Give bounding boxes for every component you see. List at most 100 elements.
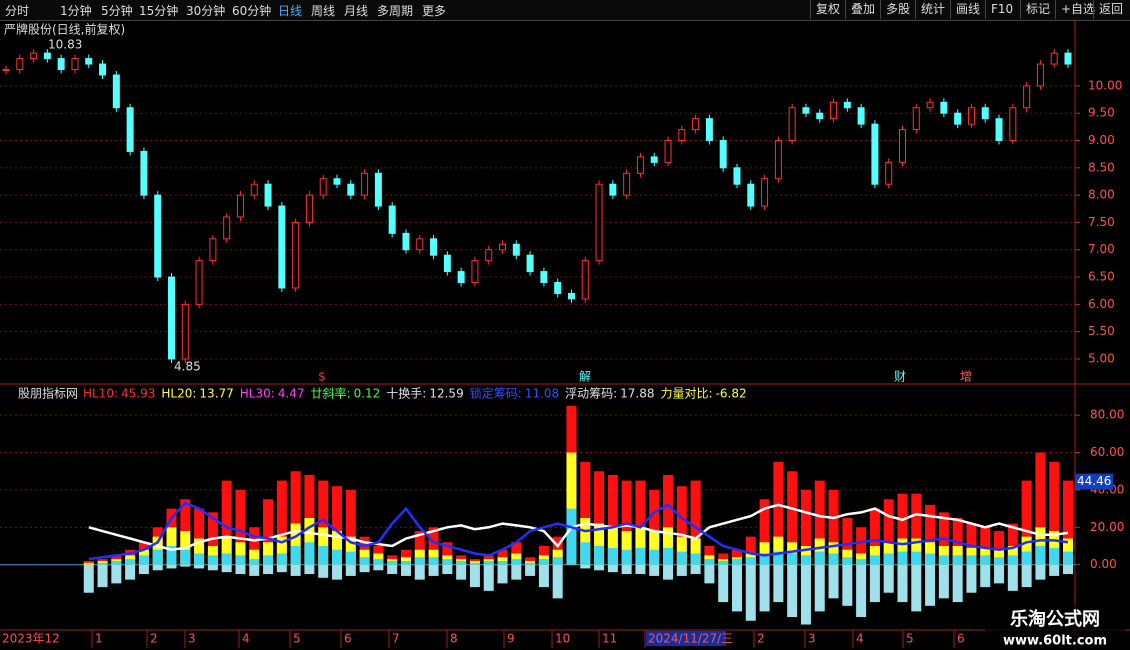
indicator-bar bbox=[635, 480, 646, 565]
indicator-bar bbox=[414, 531, 425, 565]
x-tick-label: 5 bbox=[906, 632, 914, 646]
candle bbox=[1023, 85, 1031, 109]
indicator-bar bbox=[800, 555, 811, 565]
indicator-bar bbox=[759, 553, 770, 565]
indicator-bar bbox=[980, 564, 991, 588]
indicator-bar bbox=[911, 551, 922, 565]
toolbar-button[interactable]: 多股 bbox=[880, 0, 915, 19]
x-tick-label: 6 bbox=[344, 632, 352, 646]
candle bbox=[554, 282, 562, 294]
chart-title: 严牌股份(日线,前复权) bbox=[4, 22, 125, 37]
candle bbox=[457, 271, 465, 284]
indicator-bar bbox=[911, 493, 922, 565]
toolbar-button[interactable]: 周线 bbox=[311, 4, 336, 18]
candle bbox=[1036, 63, 1044, 87]
x-tick-label: 3 bbox=[188, 632, 196, 646]
toolbar-button[interactable]: 叠加 bbox=[845, 0, 880, 19]
candle bbox=[2, 69, 10, 72]
toolbar-button[interactable]: 月线 bbox=[344, 4, 369, 18]
toolbar-button[interactable]: 30分钟 bbox=[186, 4, 226, 18]
indicator-bar bbox=[635, 547, 646, 565]
readout-name: HL10: bbox=[83, 387, 118, 401]
candle bbox=[830, 101, 838, 120]
candle bbox=[871, 123, 879, 185]
x-tick-label: 2023年12 bbox=[2, 632, 60, 646]
candle bbox=[912, 107, 920, 131]
indicator-bar bbox=[883, 564, 894, 593]
indicator-bar bbox=[428, 527, 439, 565]
indicator-bar bbox=[1063, 480, 1073, 565]
indicator-bar bbox=[318, 564, 329, 578]
indicator-bar bbox=[194, 564, 205, 569]
indicator-bar bbox=[249, 549, 260, 565]
chart-area: 严牌股份(日线,前复权) 5.00 5.50 6.00 6.50 7.00 7.50 8.00… bbox=[0, 20, 1130, 650]
toolbar-button[interactable]: 1分钟 bbox=[60, 4, 92, 18]
candle bbox=[595, 183, 603, 262]
readout-name: 力量对比: bbox=[661, 387, 713, 401]
indicator-bar bbox=[566, 508, 577, 565]
toolbar-button[interactable]: 5分钟 bbox=[101, 4, 133, 18]
indicator-bar bbox=[428, 557, 439, 565]
indicator-bar bbox=[373, 559, 384, 565]
indicator-bar bbox=[580, 461, 591, 565]
indicator-bar bbox=[304, 564, 315, 575]
indicator-bar bbox=[207, 564, 218, 571]
indicator-bar bbox=[387, 560, 398, 565]
indicator-bar bbox=[994, 557, 1005, 565]
y-tick-label: 7.00 bbox=[1088, 242, 1115, 256]
indicator-bar bbox=[773, 536, 784, 565]
indicator-bar bbox=[663, 474, 674, 565]
indicator-bar bbox=[718, 564, 729, 603]
indicator-bar bbox=[897, 493, 908, 565]
indicator-bar bbox=[276, 564, 287, 573]
indicator-bar bbox=[594, 471, 605, 565]
toolbar-button[interactable]: 复权 bbox=[810, 0, 845, 19]
indicator-bar bbox=[773, 461, 784, 565]
indicator-bar bbox=[787, 564, 798, 618]
candle bbox=[499, 243, 507, 251]
indicator-bar bbox=[1007, 523, 1018, 565]
toolbar-button[interactable]: 多周期 bbox=[377, 4, 414, 18]
candle bbox=[995, 118, 1003, 142]
indicator-bar bbox=[332, 564, 343, 580]
indicator-bar bbox=[552, 557, 563, 565]
candle bbox=[347, 183, 355, 196]
indicator-bar bbox=[414, 557, 425, 565]
toolbar-button[interactable]: 画线 bbox=[950, 0, 985, 19]
indicator-bar bbox=[897, 551, 908, 565]
readout-value: -6.82 bbox=[716, 387, 747, 401]
toolbar-button[interactable]: 15分钟 bbox=[139, 4, 179, 18]
indicator-bar bbox=[304, 517, 315, 565]
toolbar-button[interactable]: 返回 bbox=[1093, 0, 1128, 19]
indicator-bar bbox=[138, 564, 149, 575]
indicator-bar bbox=[166, 564, 177, 569]
indicator-bar bbox=[842, 564, 853, 606]
toolbar-button[interactable]: 更多 bbox=[422, 4, 447, 18]
indicator-bar bbox=[552, 564, 563, 599]
indicator-bar bbox=[263, 499, 274, 565]
indicator-bar bbox=[235, 542, 246, 565]
indicator-bar bbox=[1049, 564, 1060, 576]
indicator-bar bbox=[869, 508, 880, 565]
toolbar-button[interactable]: 60分钟 bbox=[232, 4, 272, 18]
candle bbox=[154, 194, 162, 278]
toolbar-button[interactable]: 分时 bbox=[5, 4, 30, 18]
toolbar-button[interactable]: +自选 bbox=[1055, 0, 1100, 19]
toolbar-button[interactable]: F10 bbox=[985, 0, 1018, 19]
indicator-bar bbox=[332, 531, 343, 565]
indicator-bar bbox=[621, 549, 632, 565]
indicator-bar bbox=[1007, 564, 1018, 591]
indicator-bar bbox=[1063, 551, 1073, 565]
indicator-bar bbox=[745, 536, 756, 565]
toolbar-button[interactable]: 统计 bbox=[915, 0, 950, 19]
indicator-bar bbox=[621, 564, 632, 575]
indicator-bar bbox=[594, 546, 605, 565]
logo-name: 乐淘公式网 bbox=[1010, 608, 1100, 630]
toolbar-button[interactable]: 日线 bbox=[278, 4, 303, 18]
candle bbox=[802, 107, 810, 114]
indicator-bar bbox=[911, 564, 922, 612]
toolbar-button[interactable]: 标记 bbox=[1020, 0, 1055, 19]
indicator-bar bbox=[125, 564, 136, 580]
event-marker: 财 bbox=[894, 370, 906, 384]
indicator-bar bbox=[456, 564, 467, 580]
